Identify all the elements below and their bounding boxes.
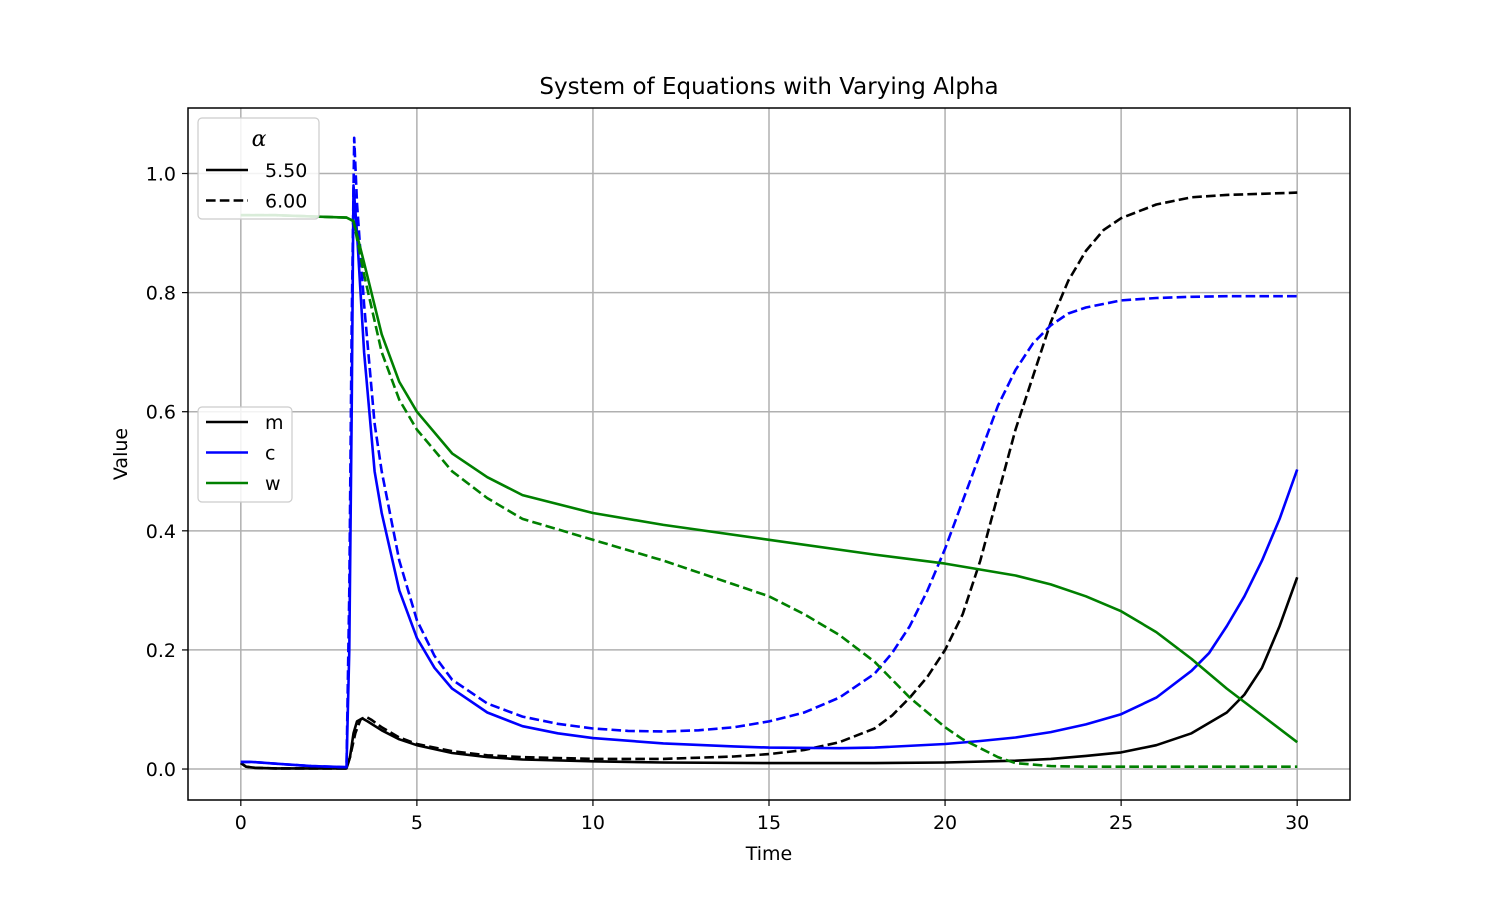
x-tick-label: 30 [1285, 812, 1309, 834]
legend-box [197, 117, 320, 220]
series-line-c-alpha-6-00 [240, 136, 1298, 769]
series-line-w-alpha-6-00 [240, 213, 1298, 768]
legend-label: c [265, 443, 275, 465]
legend-variables: mcw [197, 406, 293, 503]
x-tick-label: 15 [757, 812, 781, 834]
x-tick-label: 20 [933, 812, 957, 834]
legend-alpha: α 5.50 6.00 [197, 117, 320, 220]
x-tick-label: 5 [411, 812, 423, 834]
axis-ticks: 0 5 10 15 20 25 30 0.0 0.2 0.4 0.6 0.8 1.0 [146, 164, 1309, 834]
y-tick-label: 0.2 [146, 640, 176, 662]
x-tick-label: 10 [581, 812, 605, 834]
y-tick-label: 0.8 [146, 283, 176, 305]
legend-label: w [265, 473, 281, 495]
chart-title: System of Equations with Varying Alpha [539, 74, 998, 100]
legend-title: α [252, 127, 267, 152]
legend-label: 6.00 [265, 191, 307, 213]
legend-label: m [265, 412, 284, 434]
x-tick-label: 0 [235, 812, 247, 834]
legends: α 5.50 6.00 mcw [197, 117, 320, 503]
y-tick-label: 1.0 [146, 164, 176, 186]
series-line-w-alpha-5-50 [240, 213, 1298, 744]
x-tick-label: 25 [1109, 812, 1133, 834]
grid-lines [188, 108, 1350, 800]
legend-box [197, 406, 293, 503]
y-tick-label: 0.4 [146, 521, 176, 543]
series-line-m-alpha-6-00 [240, 191, 1298, 770]
plot-area [240, 136, 1299, 770]
y-tick-label: 0.6 [146, 402, 176, 424]
series-line-c-alpha-5-50 [240, 184, 1299, 769]
y-tick-label: 0.0 [146, 759, 176, 781]
x-axis-label: Time [745, 843, 793, 865]
y-axis-label: Value [110, 428, 132, 480]
legend-label: 5.50 [265, 160, 307, 182]
